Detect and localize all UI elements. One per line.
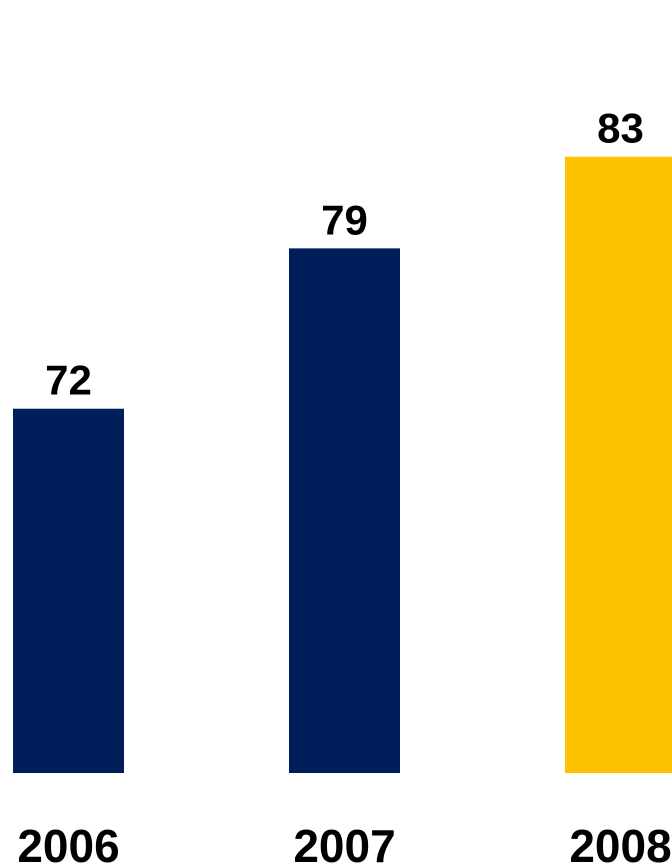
bars-group <box>13 156 672 774</box>
bar-2006 <box>13 408 124 773</box>
labels-group: 72 2006 79 2007 83 2008 <box>17 105 671 866</box>
value-label-2008: 83 <box>597 105 644 152</box>
value-label-2006: 72 <box>45 357 92 404</box>
bar-2007 <box>289 248 400 774</box>
category-label-2008: 2008 <box>569 820 671 866</box>
category-label-2007: 2007 <box>293 820 395 866</box>
category-label-2006: 2006 <box>17 820 119 866</box>
value-label-2007: 79 <box>321 196 368 243</box>
bar-2008 <box>565 156 672 773</box>
